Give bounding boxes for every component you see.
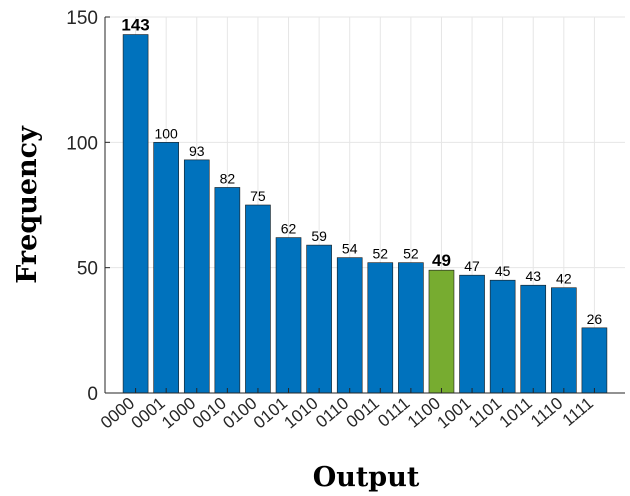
data-label-1110: 42 bbox=[556, 271, 572, 287]
y-tick-label-0: 0 bbox=[87, 384, 98, 405]
x-tick-label-0110: 0110 bbox=[312, 394, 352, 432]
bar-1110 bbox=[551, 287, 577, 394]
y-tick-label-100: 100 bbox=[66, 133, 98, 154]
bar-1100 bbox=[428, 269, 455, 394]
data-label-0001: 100 bbox=[154, 125, 178, 141]
data-label-0000: 143 bbox=[121, 16, 149, 35]
data-labels: 143 100 93 82 75 62 59 54 52 52 49 47 45 43 42 26 bbox=[121, 16, 602, 327]
bar-0111 bbox=[398, 262, 424, 394]
data-label-0111: 52 bbox=[403, 246, 419, 262]
bar-0001 bbox=[153, 142, 179, 394]
x-tick-label-1100: 1100 bbox=[404, 394, 444, 432]
data-label-1100: 49 bbox=[432, 251, 451, 270]
x-tick-label-0111: 0111 bbox=[374, 394, 413, 431]
y-tick-labels: 0 50 100 150 bbox=[66, 8, 98, 405]
bar-1001 bbox=[459, 274, 485, 394]
y-tick-label-50: 50 bbox=[77, 259, 98, 280]
data-label-0101: 62 bbox=[281, 221, 297, 237]
grid-lines bbox=[105, 16, 625, 394]
bar-1000 bbox=[183, 159, 210, 394]
x-tick-labels: 0000000110000010010001011010011000110111… bbox=[97, 394, 597, 433]
data-label-0011: 52 bbox=[373, 246, 389, 262]
bar-1010 bbox=[306, 244, 332, 394]
bar-0101 bbox=[275, 237, 302, 394]
data-label-1111: 26 bbox=[587, 311, 603, 327]
y-tick-label-150: 150 bbox=[66, 8, 98, 29]
x-axis-title: Output bbox=[313, 462, 420, 493]
data-label-1011: 43 bbox=[525, 268, 541, 284]
bars bbox=[122, 34, 608, 394]
bar-0110 bbox=[336, 257, 363, 394]
x-tick-label-1111: 1111 bbox=[559, 394, 597, 430]
x-tick-label-0011: 0011 bbox=[343, 394, 383, 432]
bar-1111 bbox=[581, 327, 608, 394]
axes bbox=[104, 16, 625, 394]
y-axis-title: Frequency bbox=[12, 125, 43, 284]
bar-0000 bbox=[122, 34, 149, 394]
bar-1101 bbox=[489, 279, 516, 394]
x-tick-label-1101: 1101 bbox=[465, 394, 505, 432]
data-label-0110: 54 bbox=[342, 241, 358, 257]
bar-0010 bbox=[214, 187, 241, 394]
data-label-0010: 82 bbox=[220, 170, 236, 186]
x-tick-label-1011: 1011 bbox=[496, 394, 536, 432]
bar-1011 bbox=[520, 284, 547, 394]
data-label-1001: 47 bbox=[464, 258, 480, 274]
data-label-1101: 45 bbox=[495, 263, 511, 279]
bar-0011 bbox=[367, 262, 394, 394]
data-label-0100: 75 bbox=[250, 188, 266, 204]
data-label-1000: 93 bbox=[189, 143, 205, 159]
bar-0100 bbox=[245, 204, 271, 394]
x-tick-label-1110: 1110 bbox=[527, 394, 566, 431]
data-label-1010: 59 bbox=[311, 228, 327, 244]
